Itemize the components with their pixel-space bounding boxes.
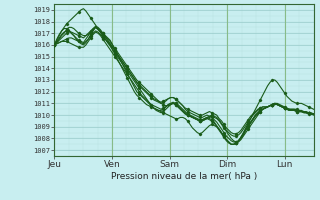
- X-axis label: Pression niveau de la mer( hPa ): Pression niveau de la mer( hPa ): [111, 172, 257, 181]
